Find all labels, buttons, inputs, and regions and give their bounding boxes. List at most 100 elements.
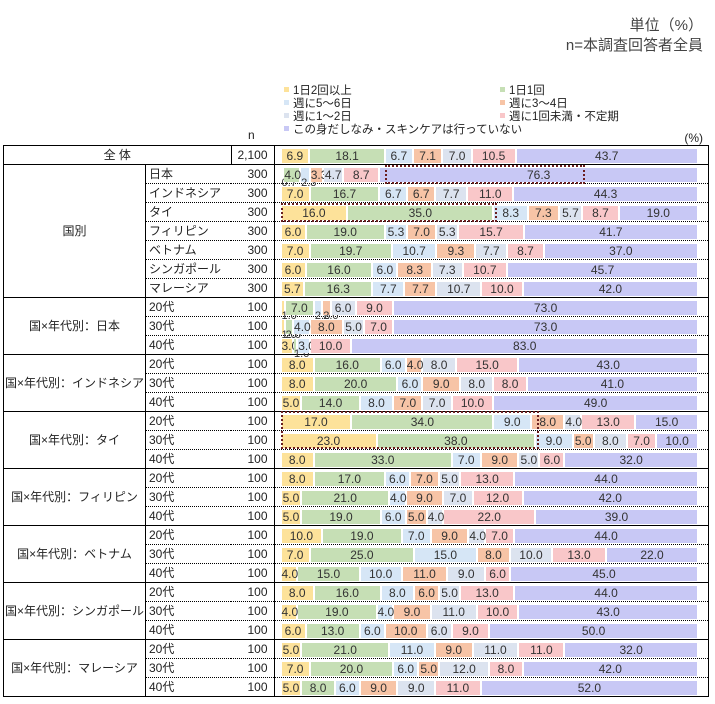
bar-segment: 6.0 bbox=[281, 225, 307, 239]
bar-segment: 5.7 bbox=[559, 206, 584, 220]
bar-segment: 8.0 bbox=[423, 358, 457, 372]
segment-value: 7.0 bbox=[491, 529, 508, 543]
bar-segment: 10.0 bbox=[360, 567, 403, 581]
segment-value: 11.0 bbox=[400, 643, 424, 657]
group-label: 国×年代別：日本 bbox=[3, 297, 146, 355]
stacked-bar: 5.0 21.0 11.0 9.0 11.0 11.0 32.0 bbox=[281, 643, 700, 657]
segment-value: 7.0 bbox=[413, 225, 430, 239]
bar-segment: 17.0 bbox=[314, 472, 386, 486]
segment-value: 9.0 bbox=[503, 415, 521, 429]
bar-segment: 8.3 bbox=[398, 263, 434, 277]
bar-segment: 7.1 bbox=[413, 149, 444, 163]
bar-segment: 15.0 bbox=[456, 358, 520, 372]
bar-segment: 11.0 bbox=[468, 187, 515, 201]
segment-value: 5.0 bbox=[407, 510, 425, 524]
n-value: 300 bbox=[231, 259, 275, 279]
n-value: 100 bbox=[231, 639, 275, 659]
sub-label: 40代 bbox=[145, 392, 231, 412]
bar-segment: 6.0 bbox=[381, 358, 407, 372]
sub-label: 30代 bbox=[145, 430, 231, 450]
sub-label: 30代 bbox=[145, 658, 231, 678]
segment-value: 4.0 bbox=[377, 605, 395, 619]
row-label-total: 全 体 bbox=[3, 145, 232, 165]
bar-segment: 7.7 bbox=[436, 187, 469, 201]
bar-segment: 8.7 bbox=[508, 244, 545, 258]
bar-segment: 73.0 bbox=[394, 301, 699, 315]
bar-segment: 5.3 bbox=[385, 225, 408, 239]
bar-segment: 6.0 bbox=[281, 624, 307, 638]
bar-segment: 6.7 bbox=[385, 149, 414, 163]
bar-segment: 15.0 bbox=[298, 567, 361, 581]
segment-value: 15.0 bbox=[475, 358, 499, 372]
stacked-bar: 8.0 20.0 6.0 9.0 8.0 8.0 41.0 bbox=[281, 377, 700, 391]
bar-segment: 7.7 bbox=[476, 244, 509, 258]
segment-value: 10.0 bbox=[369, 567, 393, 581]
bar-segment: 2.3 bbox=[301, 168, 316, 189]
bar-segment: 44.0 bbox=[515, 529, 699, 543]
legend-swatch-icon bbox=[284, 100, 289, 106]
segment-value: 7.1 bbox=[419, 149, 436, 163]
segment-value: 7.0 bbox=[449, 491, 467, 505]
bar-cell: 3.0 1.0 3.0 10.0 83.0 bbox=[274, 335, 709, 360]
n-value: 100 bbox=[231, 411, 275, 431]
segment-value: 7.0 bbox=[290, 301, 308, 315]
segment-value: 10.0 bbox=[318, 339, 343, 353]
sub-label: 40代 bbox=[145, 620, 231, 640]
bar-segment: 7.0 bbox=[281, 662, 311, 676]
n-value: 100 bbox=[231, 506, 275, 526]
stacked-bar: 4.0 19.0 4.0 9.0 11.0 10.0 43.0 bbox=[281, 605, 700, 619]
segment-value: 6.0 bbox=[284, 263, 302, 277]
sub-label: 20代 bbox=[145, 411, 231, 431]
group-label: 国×年代別：シンガポール bbox=[3, 582, 146, 640]
legend-label: 1日1回 bbox=[509, 85, 545, 97]
table-row: 30代 100 5.0 21.0 4.0 9.0 7.0 12.0 42.0 bbox=[4, 487, 709, 507]
segment-value: 21.0 bbox=[333, 491, 357, 505]
segment-value: 10.5 bbox=[481, 149, 506, 163]
bar-segment: 42.0 bbox=[523, 491, 699, 505]
segment-value: 11.0 bbox=[484, 643, 507, 657]
segment-value: 7.3 bbox=[534, 206, 552, 220]
stacked-bar: 10.0 19.0 7.0 9.0 4.0 7.0 44.0 bbox=[281, 529, 700, 543]
bar-segment: 7.0 bbox=[443, 149, 473, 163]
bar-segment: 8.0 bbox=[531, 415, 566, 429]
bar-segment: 44.0 bbox=[515, 472, 699, 486]
bar-segment: 11.0 bbox=[402, 567, 449, 581]
segment-value: 16.0 bbox=[335, 358, 359, 372]
bar-segment: 7.0 bbox=[281, 244, 311, 258]
segment-value: 25.0 bbox=[350, 548, 374, 562]
segment-value: 6.0 bbox=[543, 453, 561, 467]
segment-value: 4.0 bbox=[390, 491, 407, 505]
legend-item: 週に1～2日 bbox=[284, 111, 352, 124]
bar-segment: 9.0 bbox=[356, 301, 395, 315]
bar-segment: 41.7 bbox=[524, 225, 699, 239]
segment-value: 15.0 bbox=[654, 415, 679, 429]
legend-swatch-icon bbox=[284, 126, 289, 132]
bar-segment: 10.0 bbox=[511, 548, 553, 562]
segment-value: 10.0 bbox=[394, 624, 418, 638]
segment-value: 22.0 bbox=[640, 548, 664, 562]
bar-segment: 6.0 bbox=[281, 263, 307, 277]
segment-value: 11.0 bbox=[446, 681, 470, 695]
bar-segment: 2.0 bbox=[323, 301, 339, 322]
table-row: 国×年代別：日本 20代 100 1.0 7.0 2.0 2.0 6.0 9.0 73.0 bbox=[3, 297, 709, 355]
segment-value: 19.0 bbox=[329, 510, 353, 524]
bar-cell: 5.0 19.0 6.0 5.0 4.0 22.0 39.0 bbox=[274, 506, 709, 526]
bar-segment: 15.0 bbox=[636, 415, 699, 429]
stacked-bar: 7.0 20.0 6.0 5.0 12.0 8.0 42.0 bbox=[281, 662, 700, 676]
bar-segment: 19.0 bbox=[306, 225, 386, 239]
bar-segment: 15.0 bbox=[415, 548, 478, 562]
bar-segment: 42.0 bbox=[523, 662, 699, 676]
bar-cell: 8.0 16.0 6.0 4.0 8.0 15.0 43.0 bbox=[274, 354, 709, 374]
bar-segment: 12.0 bbox=[473, 491, 524, 505]
table-row: 30代 100 7.0 20.0 6.0 5.0 12.0 8.0 42.0 bbox=[4, 658, 709, 678]
bar-segment: 5.0 bbox=[281, 491, 303, 505]
bar-segment: 11.0 bbox=[435, 681, 482, 695]
segment-value: 6.7 bbox=[384, 187, 402, 201]
stacked-bar: 23.0 38.0 9.0 5.0 8.0 7.0 10.0 bbox=[281, 434, 700, 448]
segment-value: 10.0 bbox=[485, 605, 510, 619]
segment-value: 17.0 bbox=[337, 472, 362, 486]
segment-value: 19.0 bbox=[646, 206, 670, 220]
segment-value: 8.0 bbox=[288, 453, 306, 467]
segment-value: 6.0 bbox=[284, 624, 302, 638]
segment-value: 12.0 bbox=[452, 662, 476, 676]
